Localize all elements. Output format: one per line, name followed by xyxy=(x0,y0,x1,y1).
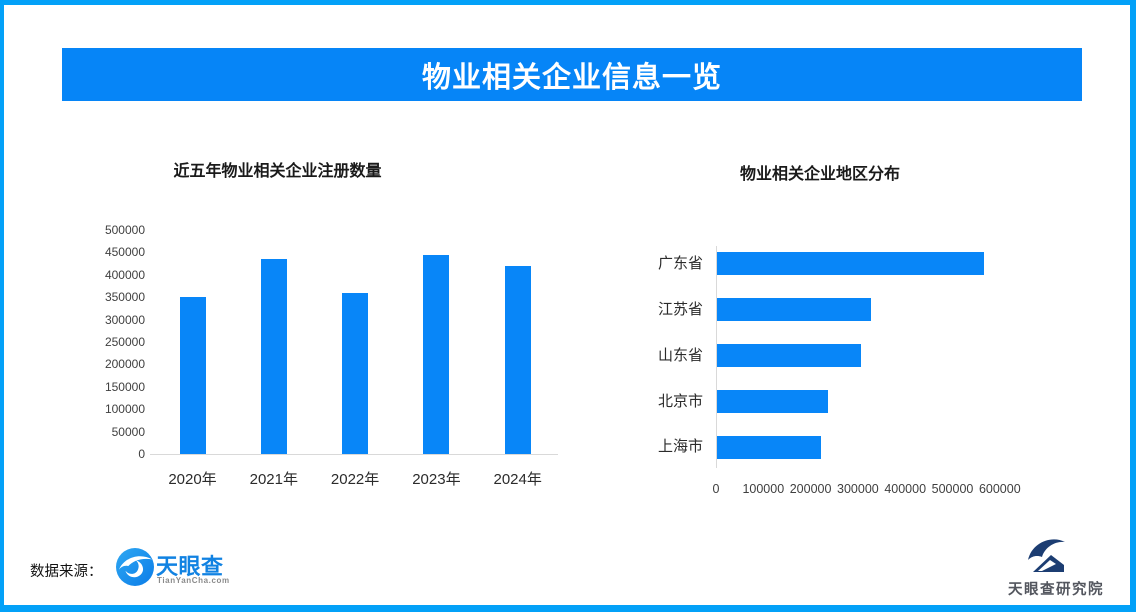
y-axis-category-label: 江苏省 xyxy=(657,300,703,318)
x-axis-line xyxy=(150,454,558,455)
y-axis-tick-label: 150000 xyxy=(104,379,145,394)
bar-2023年 xyxy=(423,254,450,454)
page-title: 物业相关企业信息一览 xyxy=(421,61,722,94)
y-axis-tick-label: 100000 xyxy=(104,402,145,417)
page-title-banner: 物业相关企业信息一览 xyxy=(62,48,1082,101)
x-axis-tick-label: 100000 xyxy=(742,482,785,496)
x-axis-category-label: 2020年 xyxy=(168,471,217,488)
y-axis-line xyxy=(716,246,717,468)
bar-上海市 xyxy=(717,435,822,459)
bar-山东省 xyxy=(717,344,862,368)
y-axis-category-label: 山东省 xyxy=(657,346,703,364)
y-axis-tick-label: 50000 xyxy=(111,424,145,439)
regions-chart-title: 物业相关企业地区分布 xyxy=(739,166,900,183)
y-axis-tick-label: 350000 xyxy=(104,290,145,305)
x-axis-category-label: 2023年 xyxy=(412,471,461,488)
x-axis-tick-label: 600000 xyxy=(978,482,1021,496)
frame-border-left xyxy=(0,0,4,612)
y-axis-tick-label: 500000 xyxy=(104,223,145,237)
x-axis-tick-label: 400000 xyxy=(884,482,927,496)
y-axis-category-label: 北京市 xyxy=(657,392,703,410)
x-axis-category-label: 2024年 xyxy=(493,471,542,488)
x-axis-category-label: 2021年 xyxy=(249,471,298,488)
x-axis-tick-label: 200000 xyxy=(789,482,832,496)
data-source-label: 数据来源： xyxy=(30,564,103,580)
y-axis-tick-label: 0 xyxy=(138,447,145,461)
registrations-bar-chart: 500000 450000 400000 350000 300000 250000 2000… xyxy=(90,222,620,502)
bar-江苏省 xyxy=(717,298,871,322)
frame-border-top xyxy=(0,0,1136,5)
x-axis-tick-label: 0 xyxy=(712,482,720,496)
frame-border-bottom xyxy=(0,605,1136,612)
bar-广东省 xyxy=(717,252,985,276)
registrations-chart-title: 近五年物业相关企业注册数量 xyxy=(173,163,382,180)
frame-border-right xyxy=(1130,0,1136,612)
bar-2021年 xyxy=(260,259,287,454)
tianyancha-institute-icon xyxy=(1028,539,1065,572)
x-axis-category-label: 2022年 xyxy=(330,471,380,488)
x-axis-tick-label: 500000 xyxy=(931,482,974,496)
institute-wordmark: 天眼查研究院 xyxy=(1008,582,1104,598)
y-axis-category-label: 广东省 xyxy=(657,254,703,272)
y-axis-category-label: 上海市 xyxy=(657,438,703,456)
tianyancha-eye-icon xyxy=(116,548,154,586)
bar-2020年 xyxy=(179,297,206,454)
y-axis-tick-label: 400000 xyxy=(104,267,145,282)
tianyancha-domain: TianYanCha.com xyxy=(157,576,230,585)
y-axis-tick-label: 200000 xyxy=(104,357,145,372)
x-axis-tick-label: 300000 xyxy=(837,482,879,496)
bar-北京市 xyxy=(717,390,829,413)
bar-2022年 xyxy=(342,292,369,454)
y-axis-tick-label: 450000 xyxy=(104,245,145,260)
tianyancha-wordmark: 天眼查 xyxy=(156,554,224,579)
regions-bar-chart: 广东省江苏省山东省北京市上海市 0 100000 200000 300000 400000… xyxy=(640,240,1110,510)
y-axis-tick-label: 250000 xyxy=(104,335,145,349)
bar-2024年 xyxy=(504,265,531,454)
y-axis-tick-label: 300000 xyxy=(104,312,145,327)
